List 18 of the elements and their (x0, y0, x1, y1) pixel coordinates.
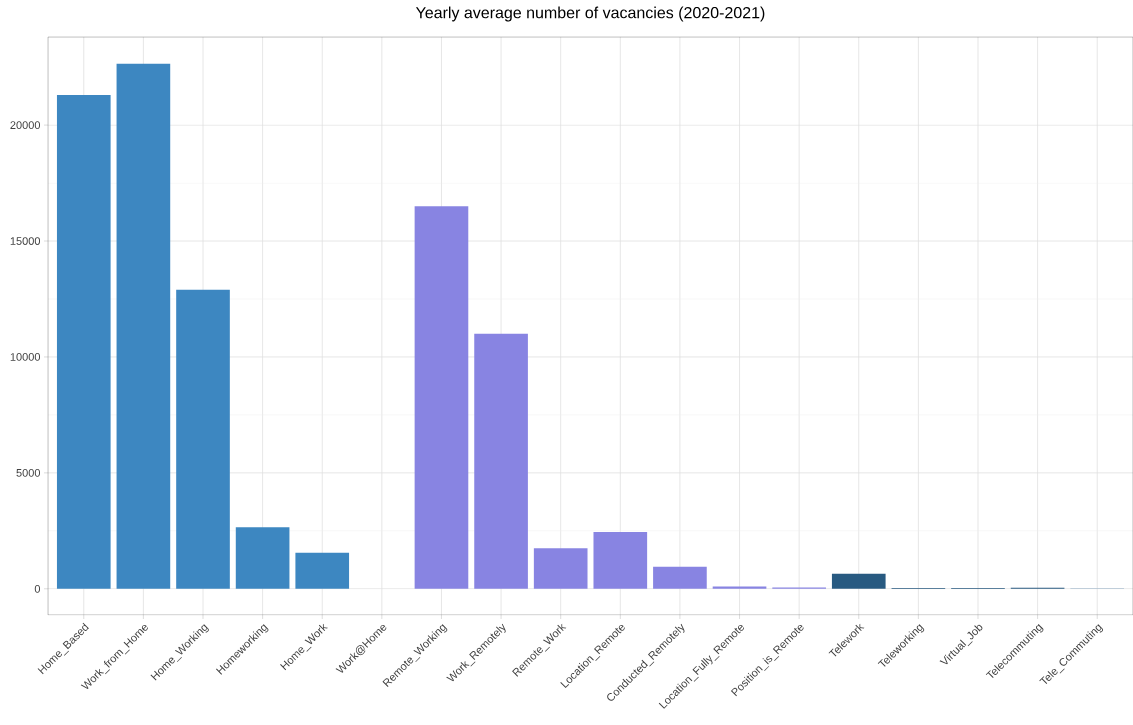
bar (593, 531, 648, 589)
bar (653, 566, 707, 589)
bar (176, 289, 230, 589)
bar (295, 552, 350, 589)
bar (474, 333, 528, 589)
bar (56, 94, 111, 589)
y-tick-label: 20000 (10, 121, 41, 129)
y-tick-label: 10000 (10, 353, 41, 361)
bar (831, 573, 886, 589)
bar (116, 63, 171, 589)
bar (414, 206, 469, 589)
chart-title: Yearly average number of vacancies (2020-2021) (415, 6, 765, 22)
bar (712, 586, 767, 589)
y-tick-label: 15000 (10, 237, 41, 245)
bar (533, 548, 588, 589)
y-tick-label: 0 (34, 584, 41, 593)
bar (235, 527, 290, 589)
y-tick-label: 5000 (16, 468, 41, 477)
